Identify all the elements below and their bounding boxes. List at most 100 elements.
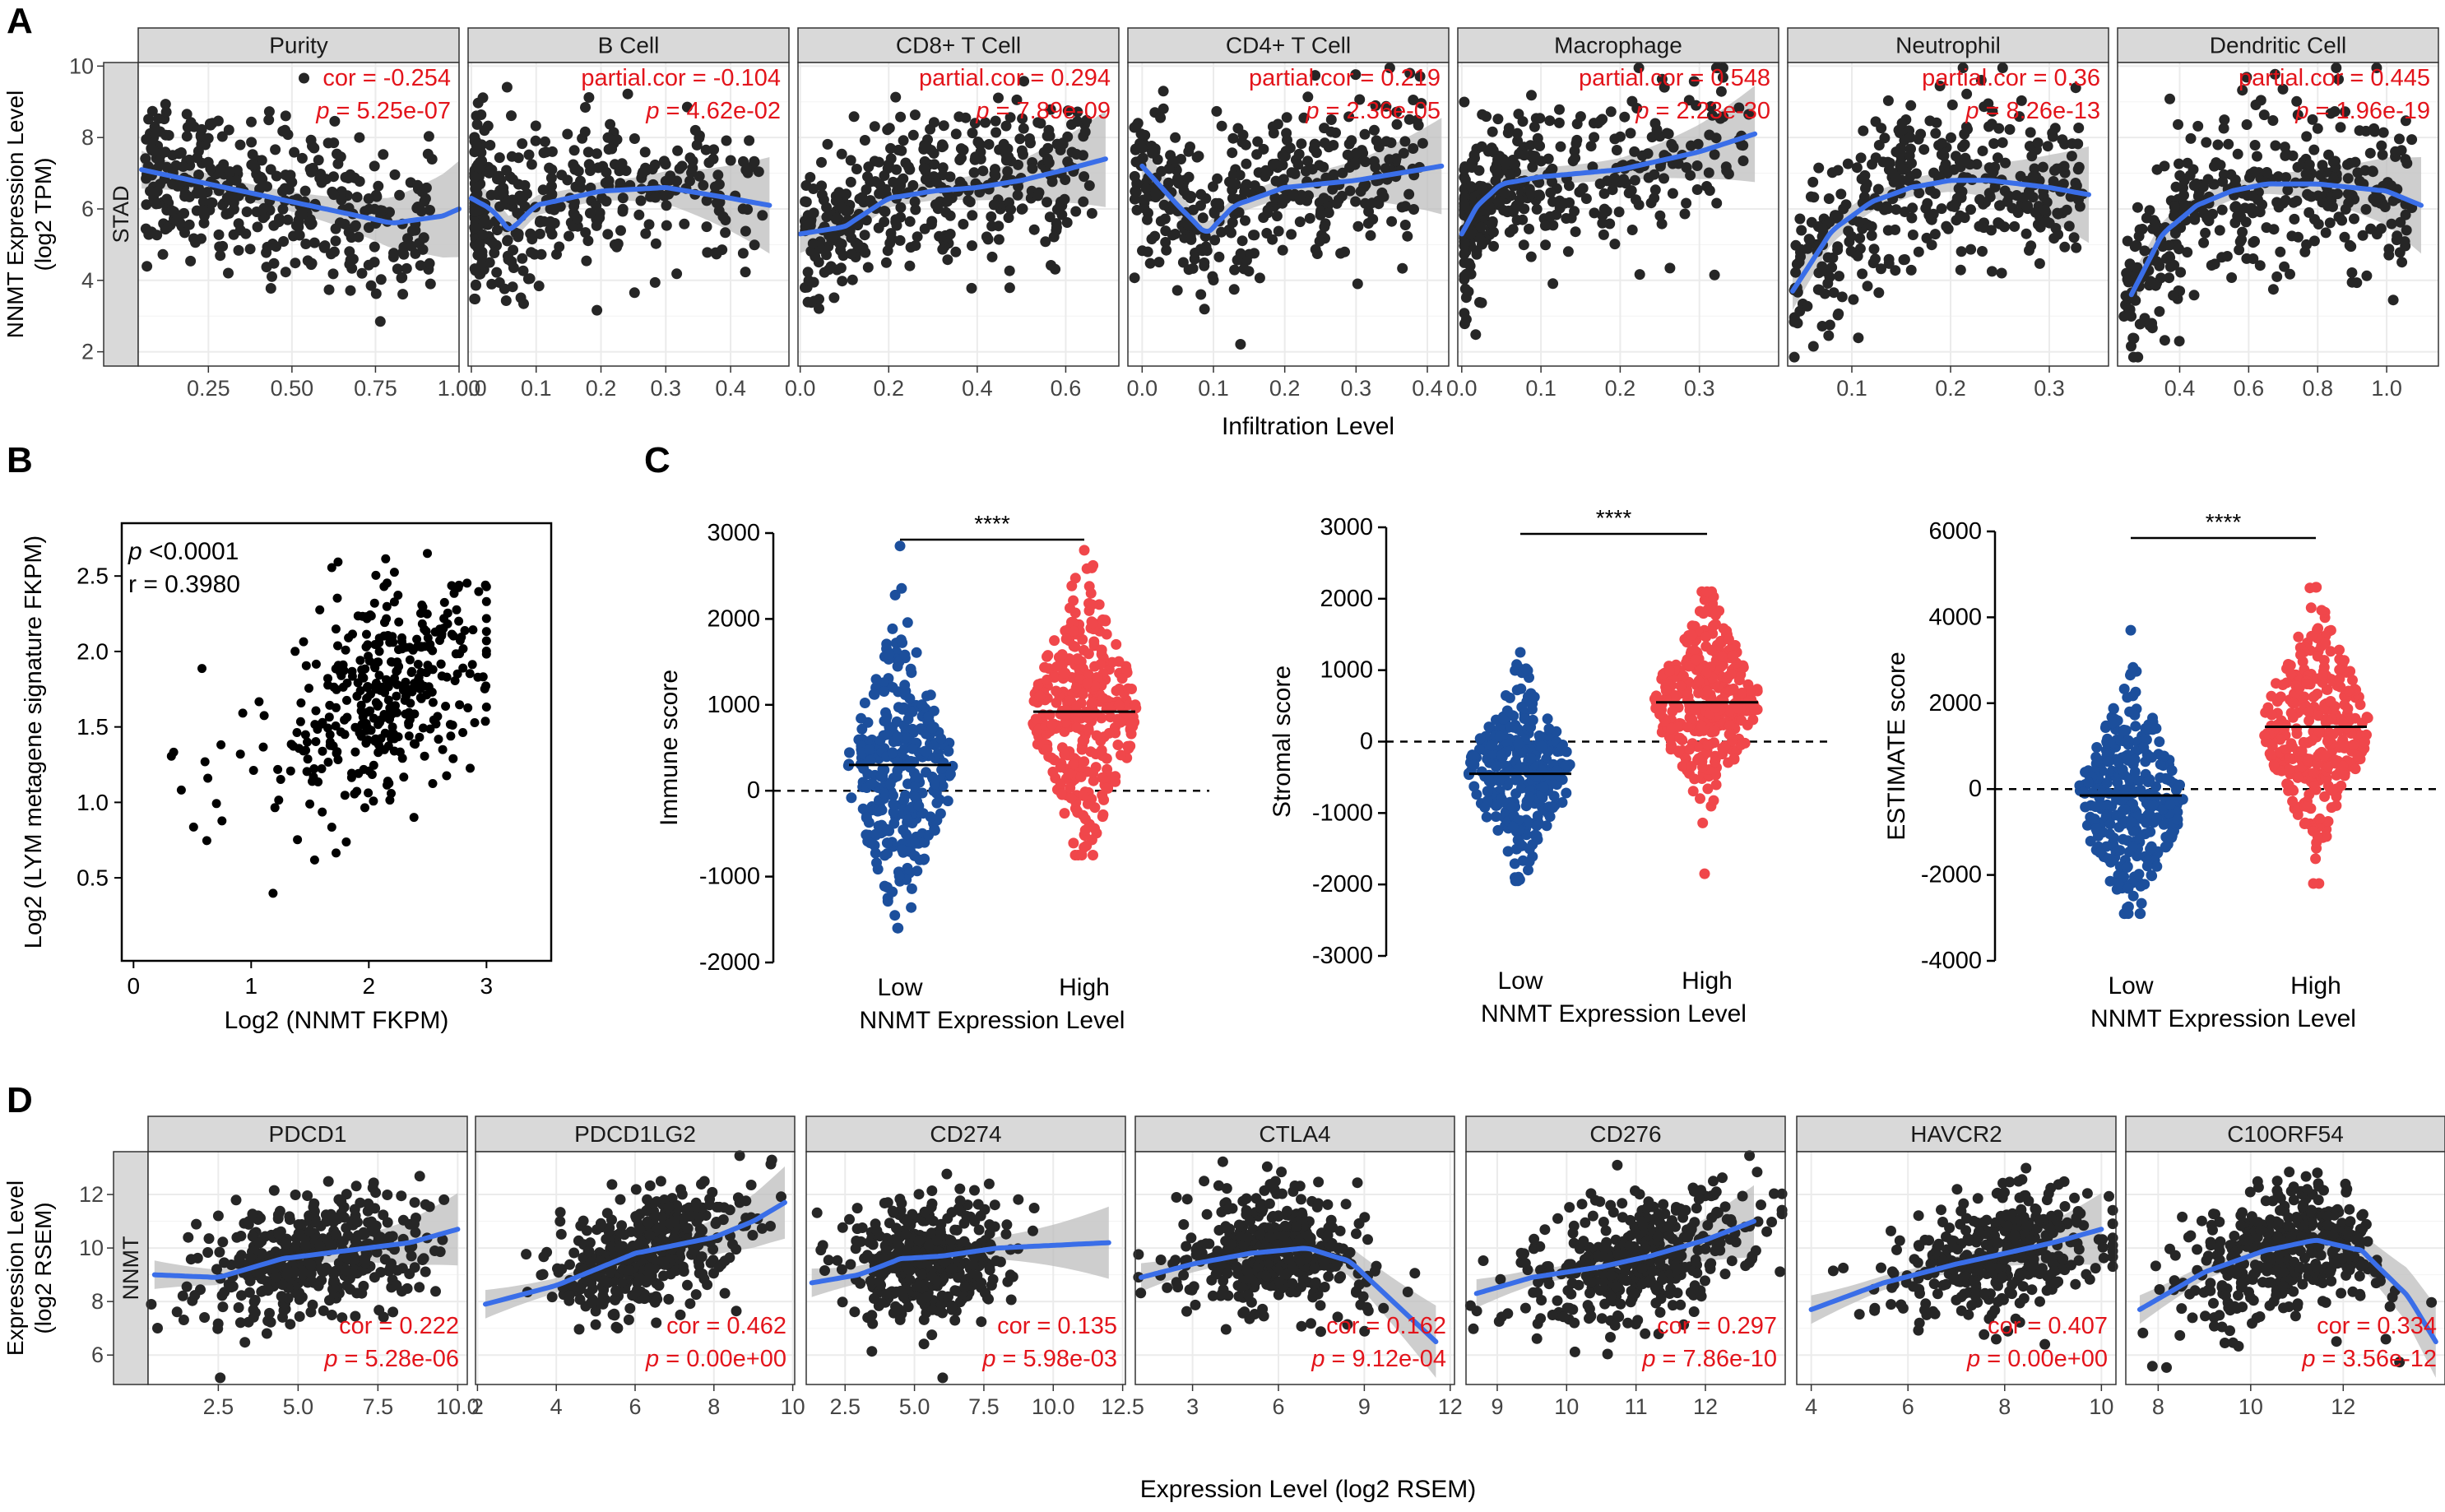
scatter-point: [2251, 100, 2262, 110]
scatter-point: [352, 192, 363, 202]
data-point: [1693, 754, 1704, 764]
data-point: [2143, 777, 2154, 787]
data-point: [1532, 831, 1543, 842]
scatter-point: [547, 146, 558, 157]
data-point: [1717, 652, 1728, 662]
scatter-point: [482, 627, 491, 636]
scatter-point: [2267, 115, 2278, 126]
scatter-point: [323, 137, 334, 148]
scatter-point: [471, 281, 481, 291]
scatter-point: [1930, 128, 1941, 139]
scatter-point: [352, 692, 361, 701]
scatter-point: [880, 206, 891, 217]
scatter-point: [904, 261, 915, 271]
scatter-point: [2401, 158, 2412, 169]
scatter-point: [659, 191, 670, 202]
scatter-point: [547, 229, 558, 239]
scatter-point: [1862, 179, 1872, 189]
scatter-point: [1985, 192, 1996, 202]
scatter-point: [267, 271, 277, 282]
data-point: [1513, 875, 1524, 886]
data-point: [895, 540, 906, 551]
scatter-point: [422, 668, 431, 677]
scatter-point: [249, 766, 258, 775]
scatter-point: [712, 169, 723, 180]
scatter-point: [647, 164, 658, 174]
scatter-point: [2021, 229, 2032, 239]
scatter-point: [692, 140, 703, 151]
data-point: [1104, 728, 1115, 739]
scatter-point: [148, 146, 159, 156]
scatter-point: [1659, 173, 1669, 183]
data-point: [1055, 778, 1066, 789]
scatter-point: [2368, 166, 2378, 177]
scatter-point: [2343, 173, 2354, 183]
scatter-point: [1476, 222, 1487, 233]
scatter-point: [2321, 227, 2331, 238]
data-point: [1693, 688, 1704, 698]
data-point: [1079, 756, 1089, 767]
scatter-point: [967, 210, 977, 220]
scatter-point: [1408, 143, 1418, 154]
scatter-point: [686, 167, 697, 178]
scatter-point: [217, 816, 226, 825]
scatter-point: [169, 748, 179, 757]
group-points-low: [2074, 625, 2188, 920]
scatter-point: [2274, 202, 2285, 212]
scatter-point: [2132, 202, 2143, 213]
scatter-point: [332, 721, 341, 730]
scatter-point: [1977, 246, 1988, 257]
scatter-point: [1386, 216, 1397, 227]
data-point: [1691, 654, 1701, 665]
scatter-point: [2345, 241, 2356, 252]
scatter-point: [823, 139, 833, 150]
scatter-point: [329, 683, 338, 692]
scatter-point: [362, 642, 371, 652]
data-point: [1491, 811, 1501, 822]
x-tick-label: 0.3: [1684, 376, 1715, 401]
panel-label-b: B: [7, 440, 33, 480]
p-symbol: p: [1305, 98, 1319, 124]
scatter-point: [1595, 115, 1606, 126]
scatter-point: [1137, 143, 1148, 154]
scatter-point: [1004, 282, 1015, 293]
scatter-point: [2132, 240, 2142, 251]
scatter-point: [383, 777, 392, 786]
panel-label-a: A: [7, 1, 33, 41]
scatter-point: [306, 259, 317, 270]
data-point: [1524, 791, 1535, 802]
scatter-point: [1808, 341, 1819, 352]
data-point: [2151, 861, 2162, 872]
scatter-point: [1710, 270, 1720, 281]
data-point: [897, 844, 907, 855]
scatter-point: [1049, 232, 1060, 243]
p-symbol: p: [1635, 98, 1649, 124]
scatter-point: [534, 281, 545, 291]
scatter-point: [1184, 172, 1195, 183]
data-point: [1126, 684, 1137, 694]
scatter-point: [341, 791, 350, 800]
scatter-point: [1540, 220, 1551, 231]
scatter-point: [350, 748, 360, 757]
scatter-point: [308, 777, 317, 786]
scatter-point: [1318, 162, 1329, 173]
scatter-point: [2383, 250, 2394, 261]
scatter-point: [441, 702, 450, 711]
data-point: [935, 733, 946, 744]
data-point: [1112, 740, 1123, 750]
scatter-point: [919, 163, 930, 174]
scatter-point: [1173, 177, 1184, 188]
data-point: [943, 746, 953, 757]
scatter-point: [1599, 188, 1610, 199]
scatter-point: [1545, 188, 1556, 198]
scatter-point: [1370, 162, 1380, 173]
data-point: [884, 649, 894, 660]
data-point: [844, 747, 855, 758]
y-tick-label: 4000: [1928, 604, 1982, 630]
data-point: [1097, 790, 1107, 800]
scatter-point: [286, 767, 295, 776]
scatter-point: [427, 154, 438, 165]
scatter-point: [602, 229, 613, 239]
